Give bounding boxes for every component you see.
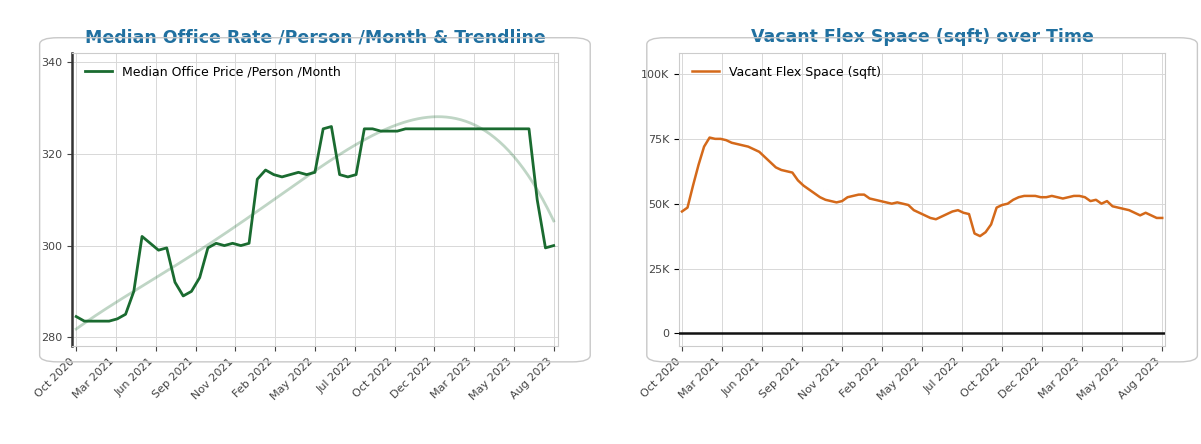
Legend: Vacant Flex Space (sqft): Vacant Flex Space (sqft) [686,59,888,85]
Title: Median Office Rate /Person /Month & Trendline: Median Office Rate /Person /Month & Tren… [84,28,545,46]
Title: Vacant Flex Space (sqft) over Time: Vacant Flex Space (sqft) over Time [751,28,1094,46]
Legend: Median Office Price /Person /Month: Median Office Price /Person /Month [78,59,347,85]
